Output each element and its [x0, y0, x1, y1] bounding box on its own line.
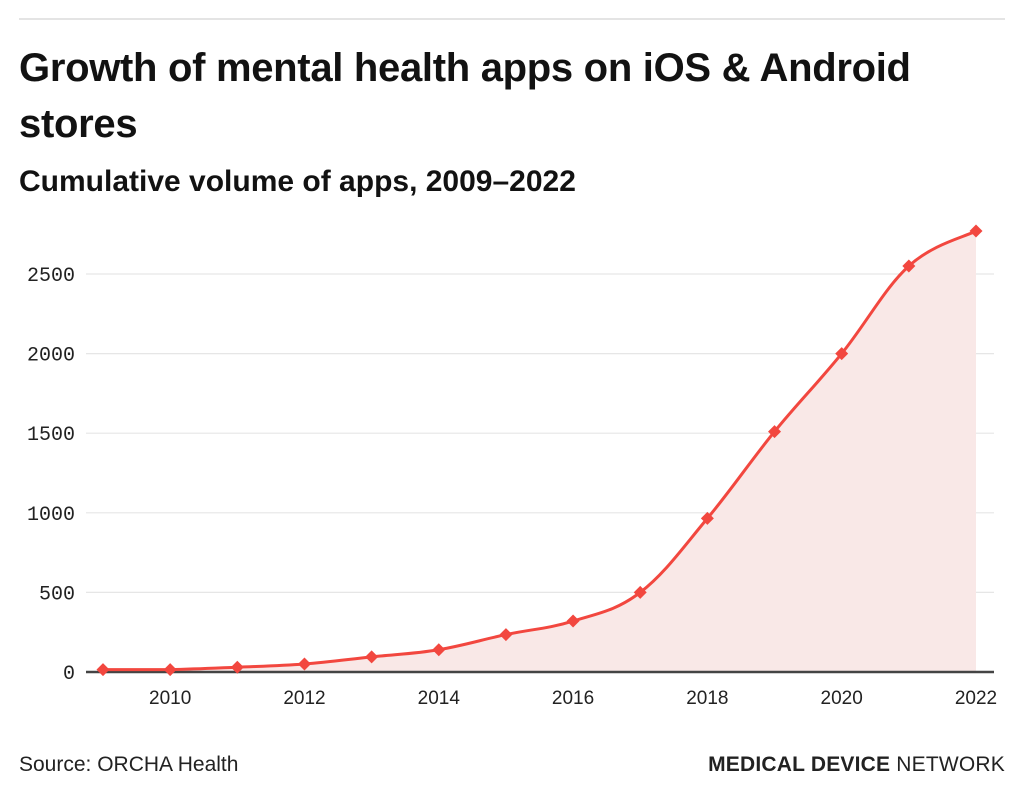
x-tick-label: 2022 — [955, 688, 997, 709]
markers — [96, 224, 983, 677]
data-point-2017[interactable] — [633, 585, 647, 599]
brand-logo-light: NETWORK — [896, 753, 1005, 776]
chart-subtitle: Cumulative volume of apps, 2009–2022 — [19, 165, 576, 198]
data-point-2022[interactable] — [969, 224, 983, 238]
x-tick-label: 2016 — [552, 688, 594, 709]
y-tick-label: 0 — [63, 663, 75, 686]
y-tick-label: 500 — [39, 583, 75, 606]
area-layer — [103, 231, 976, 673]
data-point-2009[interactable] — [96, 663, 110, 677]
data-point-2016[interactable] — [566, 614, 580, 628]
area-fill — [103, 231, 976, 673]
data-point-2015[interactable] — [499, 628, 513, 642]
x-tick-label: 2012 — [283, 688, 325, 709]
source-note: Source: ORCHA Health — [19, 753, 239, 776]
data-point-2010[interactable] — [163, 663, 177, 677]
data-point-2013[interactable] — [365, 650, 379, 664]
x-tick-label: 2018 — [686, 688, 728, 709]
data-point-2018[interactable] — [700, 511, 714, 525]
y-tick-label: 1500 — [27, 424, 75, 447]
chart-title: Growth of mental health apps on iOS & An… — [19, 46, 911, 146]
x-tick-label: 2010 — [149, 688, 191, 709]
data-point-2011[interactable] — [230, 660, 244, 674]
brand-logo: MEDICAL DEVICE NETWORK — [708, 753, 1005, 777]
y-tick-label: 2000 — [27, 345, 75, 368]
tick-labels: 0 500 1000 1500 2000 2500 2010 2012 2014 2016 2018… — [27, 265, 997, 709]
data-point-2019[interactable] — [768, 425, 782, 439]
data-point-2021[interactable] — [902, 259, 916, 273]
data-point-2020[interactable] — [835, 347, 849, 361]
data-point-2012[interactable] — [297, 657, 311, 671]
brand-logo-bold: MEDICAL DEVICE — [708, 753, 891, 776]
data-point-2014[interactable] — [432, 643, 446, 657]
y-tick-label: 1000 — [27, 504, 75, 527]
x-tick-label: 2014 — [418, 688, 461, 709]
x-tick-label: 2020 — [821, 688, 863, 709]
top-divider — [19, 18, 1005, 20]
y-tick-label: 2500 — [27, 265, 75, 288]
